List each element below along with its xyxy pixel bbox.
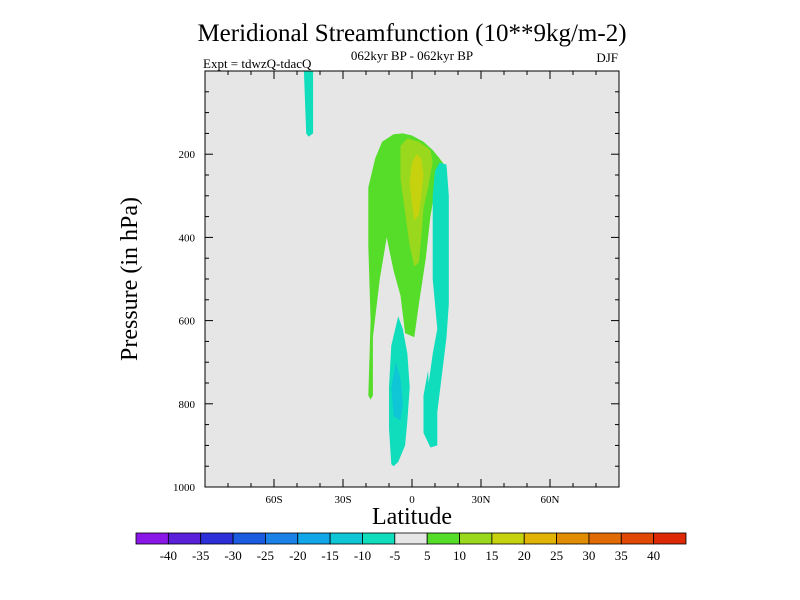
contour-regions <box>303 71 449 467</box>
colorbar-label: -25 <box>257 548 274 563</box>
x-tick-label: 60S <box>265 494 282 506</box>
colorbar-label: 15 <box>485 548 498 563</box>
y-tick-label: 1000 <box>173 482 196 494</box>
contour-region-negative-10-5-north-column <box>423 162 449 448</box>
colorbar-label: 5 <box>424 548 431 563</box>
colorbar-swatch <box>167 532 202 545</box>
colorbar-swatch <box>491 532 525 545</box>
colorbar-swatch <box>232 532 266 545</box>
chart-title: Meridional Streamfunction (10**9kg/m-2) <box>197 20 626 47</box>
y-tick-label: 400 <box>179 232 196 244</box>
x-axis-label: Latitude <box>372 504 452 530</box>
colorbar-label: 40 <box>647 548 660 563</box>
colorbar-swatch <box>588 532 622 545</box>
x-tick-label: 30N <box>472 494 491 506</box>
colorbar-label: 30 <box>582 548 595 563</box>
colorbar-label: 35 <box>615 548 628 563</box>
chart-subtitle-center: 062kyr BP - 062kyr BP <box>351 48 473 63</box>
colorbar-swatch <box>135 532 169 545</box>
y-tick-label: 200 <box>179 149 196 161</box>
colorbar-swatch <box>297 532 331 545</box>
colorbar-swatch <box>200 532 234 545</box>
colorbar-swatch <box>459 532 493 545</box>
contour-region-positive-15-20-core <box>409 154 424 221</box>
colorbar-label: -40 <box>160 548 177 563</box>
y-axis-label: Pressure (in hPa) <box>117 197 143 361</box>
colorbar-label: -20 <box>289 548 306 563</box>
colorbar-label: -35 <box>192 548 209 563</box>
colorbar-swatch <box>620 532 655 545</box>
colorbar-label: 20 <box>518 548 531 563</box>
chart-subtitle-right: DJF <box>596 50 618 65</box>
x-tick-label: 0 <box>409 494 415 506</box>
colorbar-swatch <box>394 532 428 545</box>
contour-region-negative-10-5-stratosphere <box>303 71 314 137</box>
colorbar-label: 25 <box>550 548 563 563</box>
colorbar-label: -10 <box>354 548 371 563</box>
colorbar-label: 10 <box>453 548 466 563</box>
colorbar-swatch <box>426 532 460 545</box>
chart-subtitle-left: Expt = tdwzQ-tdacQ <box>203 56 312 71</box>
colorbar-label: -30 <box>224 548 241 563</box>
colorbar: -40 -35 -30 -25 -20 -15 -10 -5 5 10 15 20 25 30 35 40 <box>135 532 687 563</box>
colorbar-swatch <box>362 532 396 545</box>
colorbar-swatch <box>653 532 687 545</box>
colorbar-swatch <box>556 532 590 545</box>
colorbar-label: -15 <box>321 548 338 563</box>
x-tick-label: 60N <box>541 494 560 506</box>
x-tick-label: 30S <box>334 494 351 506</box>
colorbar-swatch <box>329 532 363 545</box>
axis-ticks: 60S 30S 0 30N 60N 200 400 600 800 1000 <box>173 71 619 506</box>
colorbar-label: -5 <box>389 548 400 563</box>
contour-region-negative-15-10-patch <box>391 362 403 421</box>
y-tick-label: 800 <box>179 399 196 411</box>
colorbar-swatch <box>265 532 299 545</box>
colorbar-swatch <box>523 532 557 545</box>
y-tick-label: 600 <box>179 316 196 328</box>
